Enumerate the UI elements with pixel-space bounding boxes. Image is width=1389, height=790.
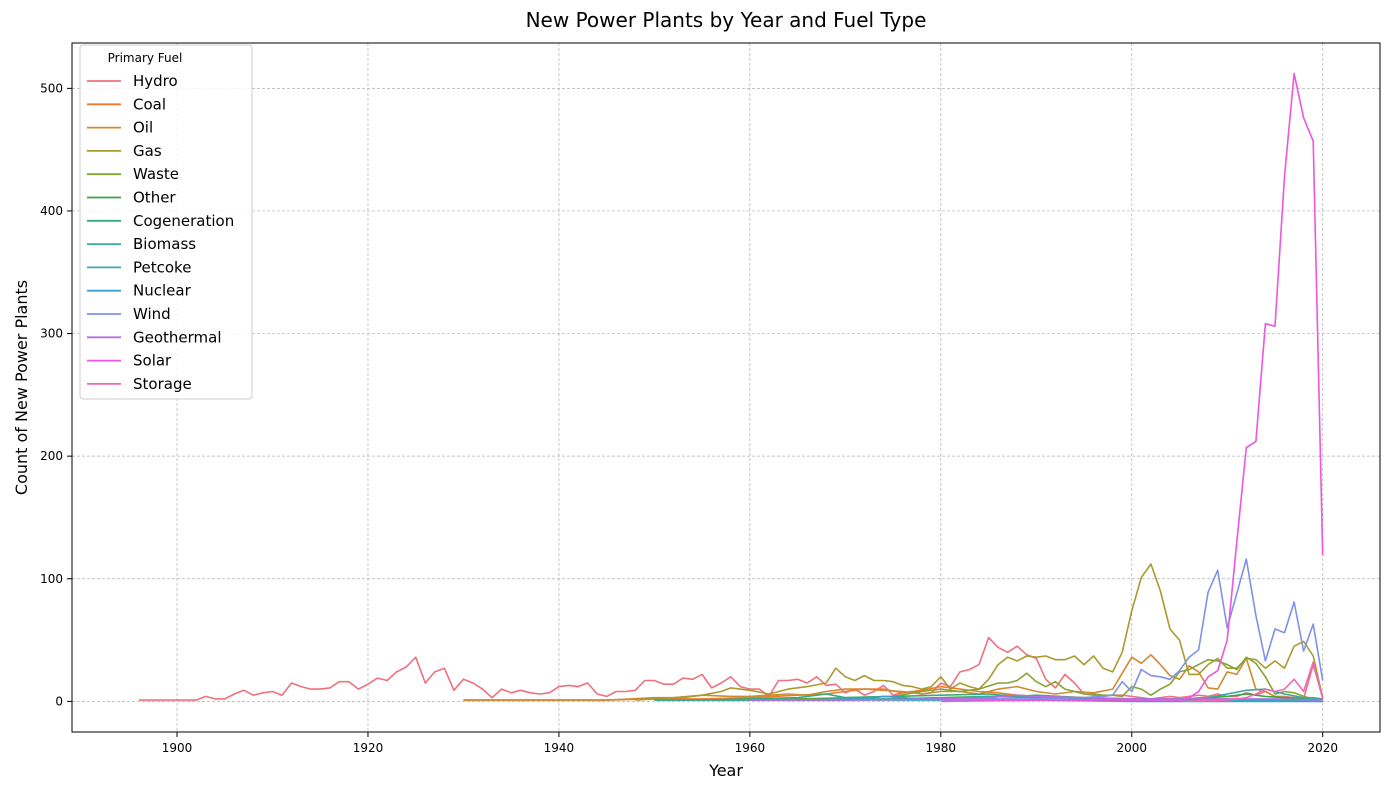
x-tick-label: 1960 xyxy=(735,741,766,755)
y-tick-label: 200 xyxy=(40,449,63,463)
legend-label: Wind xyxy=(133,305,171,323)
legend-label: Waste xyxy=(133,165,179,183)
y-tick-label: 100 xyxy=(40,572,63,586)
x-tick-label: 2020 xyxy=(1307,741,1338,755)
legend-items: Hydro Coal Oil Gas Waste Other Cogeneration Bio… xyxy=(87,72,234,393)
legend-box xyxy=(79,44,253,400)
y-tick-label: 0 xyxy=(55,694,63,708)
legend-label: Storage xyxy=(133,375,192,393)
y-axis-title: Count of New Power Plants xyxy=(12,280,31,495)
x-axis: 1900 1920 1940 1960 1980 2000 2020 xyxy=(162,732,1338,755)
legend-label: Solar xyxy=(133,352,172,370)
legend-label: Oil xyxy=(133,119,153,137)
series-line-solar xyxy=(940,72,1324,703)
y-tick-label: 400 xyxy=(40,204,63,218)
legend-label: Petcoke xyxy=(133,258,191,276)
series-line-storage xyxy=(1179,661,1324,703)
x-tick-label: 1920 xyxy=(353,741,384,755)
series-line-waste xyxy=(749,656,1323,701)
legend-label: Other xyxy=(133,189,176,207)
y-tick-label: 500 xyxy=(40,81,63,95)
chart-title: New Power Plants by Year and Fuel Type xyxy=(526,8,927,32)
x-tick-label: 2000 xyxy=(1116,741,1147,755)
x-tick-label: 1980 xyxy=(926,741,957,755)
x-axis-title: Year xyxy=(708,761,743,780)
series-line-wind xyxy=(940,558,1324,701)
plot-frame xyxy=(71,42,1381,733)
y-tick-label: 300 xyxy=(40,327,63,341)
series-lines xyxy=(138,72,1324,703)
legend-label: Cogeneration xyxy=(133,212,234,230)
legend-title: Primary Fuel xyxy=(108,51,183,65)
legend-label: Biomass xyxy=(133,235,196,253)
series-line-gas xyxy=(635,563,1324,701)
grid xyxy=(72,43,1380,732)
x-tick-label: 1900 xyxy=(162,741,193,755)
y-axis: 0 100 200 300 400 500 xyxy=(40,81,72,708)
legend-label: Hydro xyxy=(133,72,178,90)
series-line-hydro xyxy=(138,636,1324,701)
legend-label: Gas xyxy=(133,142,162,160)
x-tick-label: 1940 xyxy=(544,741,575,755)
legend-label: Nuclear xyxy=(133,282,192,300)
legend-label: Coal xyxy=(133,95,166,113)
legend: Primary Fuel Hydro Coal Oil Gas Waste Other Co… xyxy=(79,44,253,400)
legend-label: Geothermal xyxy=(133,328,222,346)
